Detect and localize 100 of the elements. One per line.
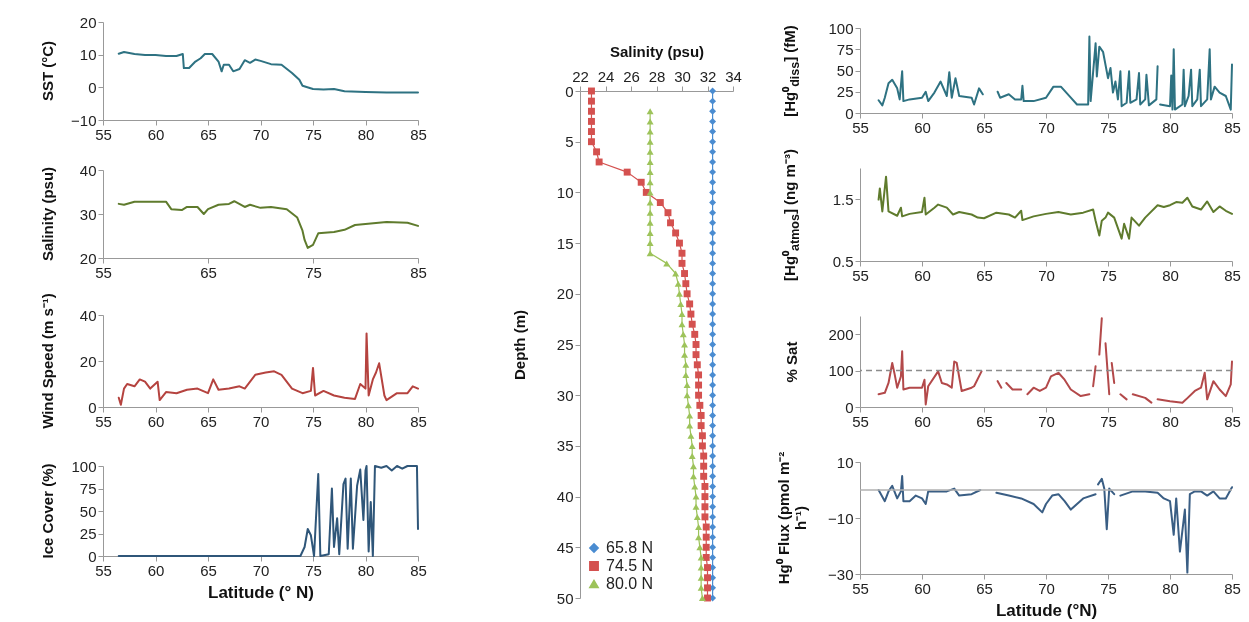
point [700, 452, 708, 460]
point [646, 250, 654, 257]
x-tick-label: 75 [1100, 118, 1117, 136]
y-tick-label: 10 [79, 46, 97, 64]
point [709, 87, 717, 95]
y-tick-label: 1.5 [832, 190, 854, 208]
x-axis-title: Latitude (° N) [208, 582, 314, 602]
point [593, 148, 601, 156]
point [709, 493, 717, 501]
point [693, 361, 701, 369]
point [683, 382, 691, 389]
x-tick-label: 75 [1100, 579, 1117, 597]
y-tick-label: 40 [556, 488, 574, 506]
point [709, 533, 717, 541]
point [709, 320, 717, 328]
legend-label: 80.0 N [606, 575, 654, 592]
y-tick-label: 0 [88, 547, 97, 565]
x-tick-label: 70 [252, 412, 270, 430]
point [646, 219, 654, 226]
point [681, 351, 689, 358]
x-tick-label: 65 [976, 579, 993, 597]
x-tick-label: 70 [1038, 118, 1055, 136]
point [675, 239, 683, 247]
point [646, 148, 654, 155]
point [709, 259, 717, 267]
point [697, 564, 705, 571]
point [709, 229, 717, 237]
y-tick-label: 25 [79, 525, 97, 542]
point [690, 463, 697, 470]
x-tick-label: 80 [357, 125, 375, 143]
x-tick-label: 80 [357, 561, 375, 579]
point [678, 311, 686, 318]
point [681, 341, 689, 348]
point [709, 381, 717, 389]
y-tick-label: 0 [565, 82, 574, 100]
point [677, 300, 685, 307]
point [709, 401, 717, 409]
y-tick-label: 75 [79, 480, 97, 497]
point [709, 138, 717, 146]
y-tick-label: 0 [88, 78, 97, 96]
point [646, 128, 654, 135]
x-tick-label: 55 [852, 412, 869, 430]
point [704, 584, 711, 592]
x-tick-label: 70 [1038, 412, 1055, 430]
point [700, 472, 708, 480]
x-tick-label: 70 [252, 125, 270, 143]
y-tick-label: 5 [565, 133, 574, 151]
point [692, 493, 700, 500]
x-tick-label: 75 [305, 561, 322, 579]
point [709, 117, 717, 125]
point [709, 128, 717, 136]
point [697, 584, 705, 591]
point [709, 188, 717, 196]
x-tick-label: 34 [725, 67, 742, 85]
point [588, 97, 595, 105]
point [588, 138, 595, 146]
y-tick-label: −30 [828, 565, 854, 583]
point [709, 432, 717, 440]
point [709, 462, 717, 470]
point [686, 300, 694, 308]
point [701, 483, 709, 490]
point [688, 442, 696, 449]
point [623, 168, 631, 176]
x-tick-label: 65 [200, 125, 217, 143]
point [709, 290, 717, 298]
x-tick-label: 26 [623, 67, 640, 85]
point [646, 209, 654, 216]
point [683, 392, 691, 399]
x-tick-label: 22 [572, 67, 589, 85]
x-tick-label: 55 [95, 412, 112, 430]
point [687, 432, 695, 439]
point [709, 330, 717, 338]
point [698, 432, 706, 440]
x-tick-label: 85 [410, 263, 427, 281]
point [646, 108, 654, 115]
x-tick-label: 70 [1038, 266, 1055, 284]
y-tick-label: −10 [71, 111, 97, 129]
point [702, 543, 710, 551]
y-tick-label: 50 [79, 502, 97, 520]
x-tick-label: 85 [410, 412, 427, 430]
x-axis-title: Latitude (°N) [995, 600, 1098, 620]
x-tick-label: 55 [95, 125, 112, 143]
x-tick-label: 60 [147, 412, 165, 430]
point [686, 422, 694, 429]
x-tick-label: 70 [252, 561, 270, 579]
x-tick-label: 60 [914, 266, 931, 284]
point [683, 290, 691, 298]
point [672, 229, 680, 237]
y-tick-label: 45 [556, 538, 574, 556]
y-axis-title: Hg⁰ Flux (pmol m⁻² h⁻¹) [774, 450, 809, 587]
x-tick-label: 85 [1224, 579, 1241, 597]
point [637, 178, 645, 186]
point [704, 564, 711, 572]
point [688, 320, 696, 328]
point [709, 158, 717, 166]
point [588, 117, 595, 125]
point [682, 361, 690, 368]
point [709, 280, 717, 288]
line-series [117, 465, 419, 557]
y-tick-label: 20 [79, 13, 97, 31]
